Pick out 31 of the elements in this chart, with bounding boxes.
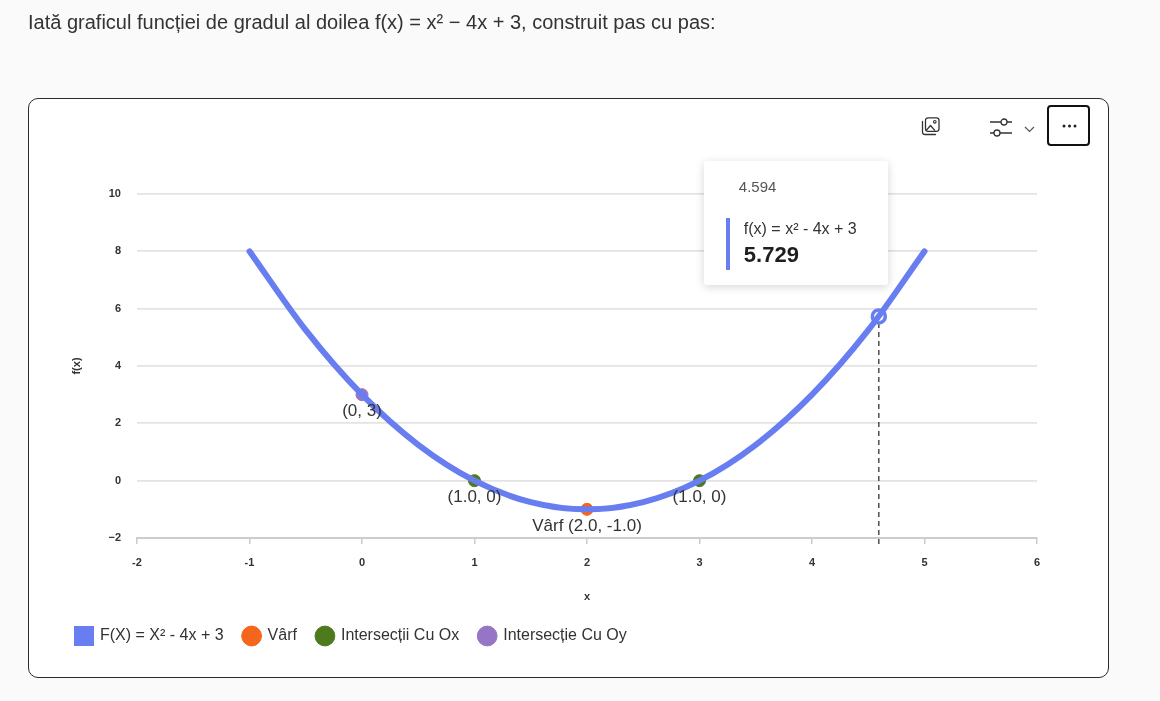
- x-axis-title: x: [583, 590, 591, 603]
- x-tick-label: 6: [1033, 555, 1041, 568]
- y-tick-label: −2: [108, 531, 121, 544]
- legend-label: Intersecție Cu Oy: [503, 626, 627, 644]
- x-tick-label: 2: [583, 555, 591, 568]
- y-tick-label: 4: [114, 359, 122, 372]
- annotation: f(x) = x² - 4x + 3: [743, 220, 857, 239]
- data-label: (0, 3): [342, 400, 382, 420]
- x-tick-label: 3: [696, 555, 703, 568]
- x-tick-label: -1: [244, 555, 255, 568]
- y-tick-label: 10: [108, 187, 121, 200]
- data-label: (1.0, 0): [672, 486, 727, 506]
- data-label: (1.0, 0): [447, 486, 502, 506]
- annotation: 5.729: [743, 242, 799, 268]
- legend-label: Intersecții Cu Ox: [340, 626, 460, 644]
- x-tick-label: 0: [358, 555, 366, 568]
- y-tick-label: 8: [114, 244, 121, 257]
- legend-label: Vârf: [267, 626, 298, 644]
- tooltip: 4.594 f(x) = x² - 4x + 3 5.729: [703, 161, 888, 286]
- x-tick-label: 4: [808, 555, 816, 568]
- y-tick-label: 6: [114, 301, 121, 314]
- legend-label: F(X) = X² - 4x + 3: [100, 626, 224, 644]
- x-tick-label: 5: [921, 555, 928, 568]
- y-axis-title: f(x): [69, 357, 82, 375]
- y-tick-label: 2: [114, 416, 121, 429]
- y-tick-label: 0: [114, 473, 121, 486]
- data-label: Vârf (2.0, -1.0): [532, 515, 642, 535]
- x-tick-label: 1: [471, 555, 478, 568]
- annotation: 4.594: [738, 178, 777, 196]
- chart-title: Iată graficul funcției de gradul al doilea f(x) = x² − 4x + 3, construit pas cu pas:: [28, 10, 716, 34]
- x-tick-label: -2: [132, 555, 142, 568]
